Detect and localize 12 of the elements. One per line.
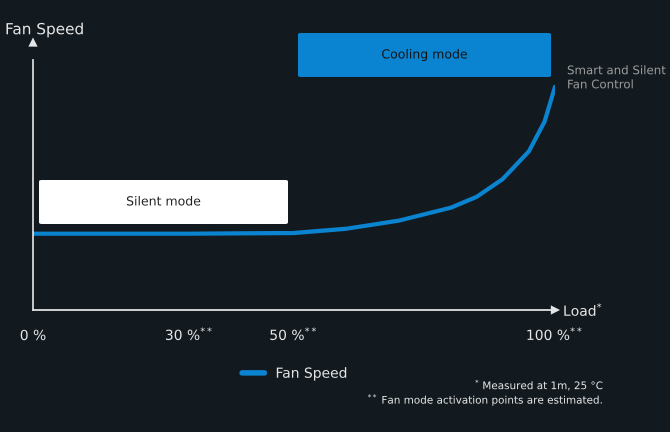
y-axis-title: Fan Speed — [6, 22, 83, 38]
text: Cooling mode — [382, 48, 467, 62]
x-tick-label: 100 %$^{**}$ — [527, 327, 582, 340]
text: Smart and Silent Fan Control — [568, 65, 666, 88]
x-axis-title: Load$^{*}$ — [564, 303, 602, 316]
text: $^{*}$ Measured at 1m, 25 °C — [475, 380, 602, 390]
text: $^{**}$ Fan mode activation points are estimated. — [368, 394, 602, 406]
x-tick-label: 0 % — [20, 330, 46, 340]
legend-label: Fan Speed — [276, 367, 346, 381]
x-tick-label: 50 %$^{**}$ — [270, 327, 316, 340]
annotation: Silent mode — [126, 196, 200, 206]
x-tick-label: 30 %$^{**}$ — [166, 327, 212, 340]
